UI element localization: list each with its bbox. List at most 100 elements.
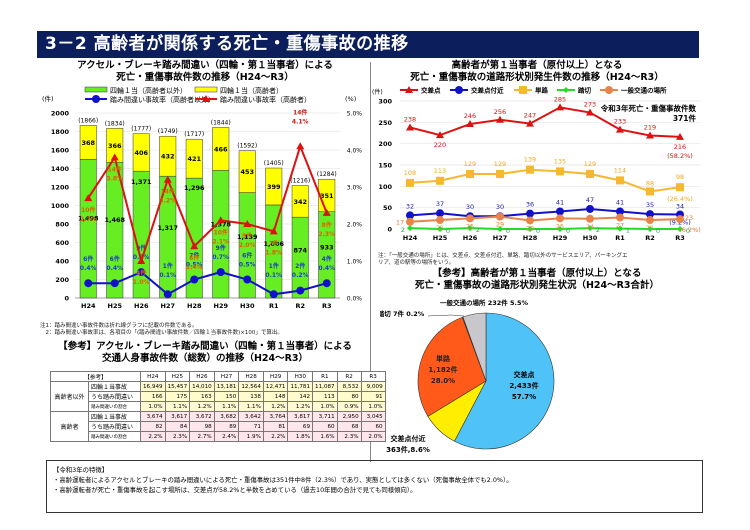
series-point: [496, 115, 504, 123]
bar-total-label: (1844): [211, 119, 231, 126]
bar-label-elderly: 351: [320, 192, 334, 200]
pie-label-general: 一般交通の場所 232件 5.5%: [440, 298, 529, 307]
rate-percent-label: 0.4%: [318, 265, 335, 272]
series-value-label: 88: [646, 179, 654, 187]
table-cell: 1.9%: [238, 431, 264, 442]
bar-label-non-elderly: 874: [293, 247, 307, 255]
table-column-header: R2: [336, 371, 362, 382]
rate-percent-label: 2.0%: [239, 242, 256, 249]
bar-label-non-elderly: 1,371: [131, 178, 152, 186]
series-value-label: 25: [556, 222, 564, 230]
legend-label-3: 踏み間違い事故率（高齢者）: [220, 95, 311, 104]
series-point: [556, 167, 564, 176]
series-value-label: 20: [526, 224, 534, 232]
bar-total-label: (1749): [158, 128, 178, 135]
x-tick-label: R1: [615, 234, 625, 242]
bar-total-label: (1866): [78, 117, 98, 124]
y-tick-label: 100: [378, 183, 392, 191]
table-column-header: H27: [213, 371, 240, 382]
x-tick-label: H30: [583, 234, 598, 242]
pie-label-count: 1,182件: [428, 365, 457, 374]
pie-slice-0: [453, 312, 555, 450]
rate-count-label: 9件: [216, 244, 226, 252]
series-value-label: 32: [406, 202, 414, 210]
bar-elderly: [265, 167, 283, 206]
x-tick-label: R3: [675, 234, 685, 242]
x-tick-label: H25: [433, 234, 448, 242]
left-chart-notes: 注1：踏み間違い事故件数は折れ線グラフに記載の件数である。 2：踏み間違い事故率…: [40, 323, 370, 337]
series-point: [586, 108, 594, 116]
table-cell: 14,010: [189, 381, 215, 392]
series-line: [409, 215, 681, 223]
rate-percent-label: 0.1%: [265, 272, 282, 279]
y-tick-label: 300: [378, 98, 392, 106]
pie-slice-4: [462, 312, 487, 382]
series-point: [496, 212, 504, 221]
series-point: [526, 165, 534, 174]
series-point: [406, 217, 414, 226]
pie-leader-line: [427, 314, 465, 317]
series-point: [616, 213, 624, 222]
pie-label-name: 単路: [436, 354, 451, 363]
legend-label-0: 四輪１当（高齢者以外）: [110, 86, 187, 95]
table-cell: 13,181: [213, 381, 240, 392]
series-point: [556, 103, 564, 111]
table-cell: 138: [238, 391, 264, 402]
series-point: [466, 214, 474, 223]
series-point: [407, 225, 413, 232]
series-value-label: 135: [554, 157, 566, 165]
pie-slice-2: [417, 316, 487, 417]
legend-label: 交差点: [421, 86, 441, 95]
table-cell: 80: [336, 391, 362, 402]
series-point: [586, 204, 594, 213]
x-tick-label: H24: [403, 234, 418, 242]
series-value-label: 0: [686, 227, 690, 235]
series-share-label: (26.4%): [667, 195, 693, 203]
rate-count-label: 1件: [163, 262, 173, 270]
y2-tick-label: 2.0%: [347, 222, 363, 229]
bar-total-label: (1777): [131, 126, 151, 133]
table-cell: 81: [262, 421, 289, 432]
rate-point: [216, 268, 225, 277]
table-cell: 98: [189, 421, 215, 432]
legend-swatch-0: [84, 86, 108, 93]
y-tick-label: 800: [55, 221, 69, 229]
series-value-label: 41: [556, 199, 564, 207]
series-line: [409, 207, 681, 218]
rate-point: [322, 279, 331, 288]
rate-count-label: 2件: [295, 262, 305, 270]
right-note-line1: 注：「一般交通の場所」とは、交差点、交差点付近、単路、踏切以外のサービスエリア、…: [378, 253, 628, 259]
rate-percent-label: 1.0%: [133, 279, 150, 286]
legend-label: 踏切: [578, 86, 592, 95]
series-point: [646, 187, 654, 196]
bar-non-elderly: [291, 216, 309, 299]
series-point: [466, 169, 474, 178]
series-value-label: 17: [396, 219, 404, 227]
table-cell: 0.9%: [336, 401, 362, 412]
table-row-label: うち踏み間違い: [87, 391, 142, 402]
table-column-header: H25: [164, 371, 191, 382]
series-value-label: 36: [526, 201, 534, 209]
pie-title-line1: 【参考】高齢者が第１当事者（原付以上）となる: [432, 268, 642, 279]
bar-label-non-elderly: 1,139: [237, 233, 258, 241]
table-cell: 89: [213, 421, 240, 432]
bar-total-label: (1592): [237, 143, 257, 150]
bar-label-non-elderly: 933: [320, 244, 334, 252]
series-value-label: 37: [436, 200, 444, 208]
pie-label-count-percent: 363件,8.6%: [386, 445, 430, 454]
pie-title: 【参考】高齢者が第１当事者（原付以上）となる 死亡・重傷事故の道路形状別発生状況…: [372, 268, 702, 292]
bar-elderly: [291, 185, 309, 218]
left-chart-title-line1: アクセル・ブレーキ踏み間違い（四輪・第１当事者）による: [77, 60, 333, 71]
series-point: [616, 125, 624, 133]
y-axis-unit: (件): [372, 88, 383, 96]
bar-elderly: [79, 125, 97, 160]
rate-percent-label: 0.4%: [80, 265, 97, 272]
rate-count-label: 4件: [136, 269, 146, 277]
series-value-label: 0: [506, 227, 510, 235]
legend-marker-3: [202, 95, 210, 102]
legend-marker-2: [92, 95, 100, 103]
x-tick-label: H27: [493, 234, 508, 242]
bar-label-elderly: 421: [187, 155, 201, 163]
table-corner-header: 【参考】: [50, 371, 141, 382]
series-value-label: 98: [676, 173, 684, 181]
